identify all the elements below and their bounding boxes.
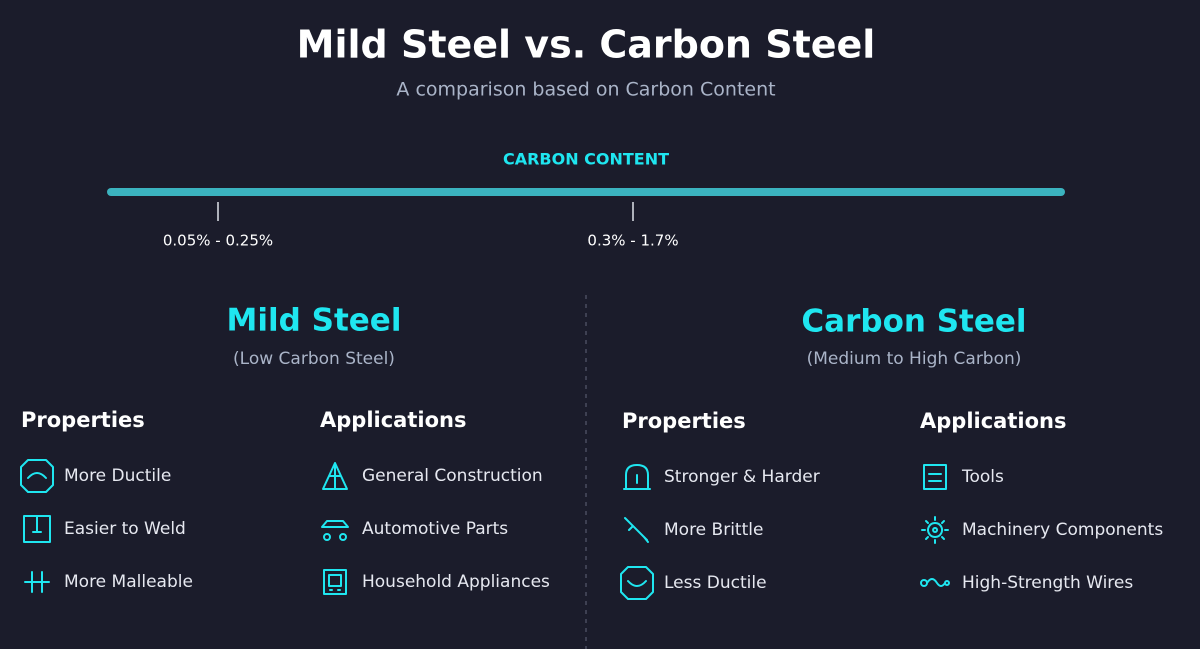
section-heading: Applications — [320, 408, 466, 432]
column-subtitle: (Medium to High Carbon) — [807, 349, 1022, 369]
item-text: High-Strength Wires — [962, 573, 1133, 593]
scale-label: CARBON CONTENT — [503, 150, 669, 169]
item-icon — [321, 520, 349, 541]
item-icon — [623, 464, 651, 490]
section-heading: Properties — [622, 409, 746, 433]
item-text: Easier to Weld — [64, 519, 186, 539]
item-text: More Ductile — [64, 466, 171, 486]
item-icon — [24, 571, 50, 593]
column-title: Mild Steel — [227, 303, 402, 339]
section-heading: Properties — [21, 408, 145, 432]
subtitle: A comparison based on Carbon Content — [396, 79, 775, 101]
item-icon — [322, 462, 348, 490]
item-text: Household Appliances — [362, 572, 550, 592]
range-label: 0.05% - 0.25% — [163, 232, 273, 250]
item-text: Tools — [961, 467, 1004, 487]
item-text: More Brittle — [664, 520, 763, 540]
item-icon — [923, 464, 947, 490]
item-text: General Construction — [362, 466, 543, 486]
column-title: Carbon Steel — [801, 304, 1026, 340]
column-subtitle: (Low Carbon Steel) — [233, 349, 395, 369]
item-icon — [921, 516, 949, 544]
item-text: Less Ductile — [664, 573, 767, 593]
item-text: Stronger & Harder — [664, 467, 820, 487]
range-label: 0.3% - 1.7% — [587, 232, 678, 250]
item-icon — [624, 517, 649, 543]
item-icon — [620, 566, 654, 600]
item-icon — [920, 578, 950, 587]
item-text: Automotive Parts — [362, 519, 508, 539]
section-heading: Applications — [920, 409, 1066, 433]
item-text: More Malleable — [64, 572, 193, 592]
item-icon — [20, 459, 54, 493]
title: Mild Steel vs. Carbon Steel — [297, 23, 876, 67]
item-icon — [323, 569, 347, 595]
item-icon — [23, 515, 51, 543]
item-text: Machinery Components — [962, 520, 1163, 540]
